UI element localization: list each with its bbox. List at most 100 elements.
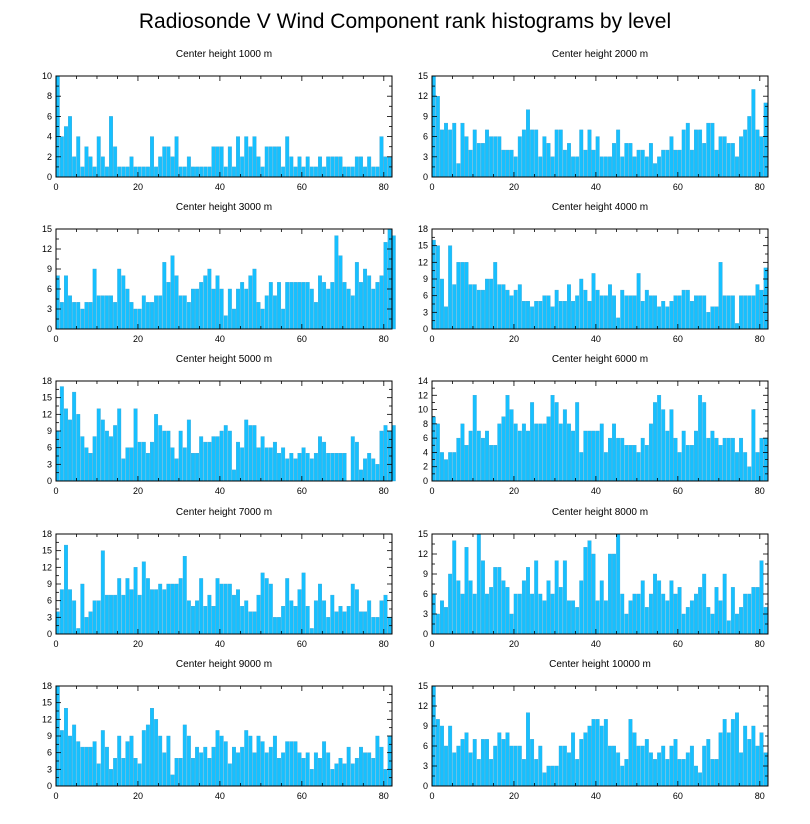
- histogram-bar: [166, 282, 171, 330]
- histogram-bar: [154, 295, 159, 330]
- histogram-bar: [363, 268, 368, 330]
- histogram-bar: [702, 745, 707, 787]
- histogram-bar: [575, 156, 580, 178]
- histogram-bar: [591, 430, 596, 482]
- histogram-bar: [367, 600, 372, 635]
- panel-title: Center height 4000 m: [552, 202, 648, 213]
- histogram-bar: [632, 156, 637, 178]
- histogram-bar: [636, 745, 641, 787]
- x-tick-label: 80: [379, 639, 389, 649]
- histogram-bar: [199, 436, 204, 482]
- histogram-bar: [431, 239, 436, 330]
- histogram-bar: [534, 129, 539, 178]
- histogram-bar: [293, 282, 298, 330]
- histogram-bar: [289, 600, 294, 635]
- histogram-bar: [460, 122, 465, 178]
- histogram-bar: [677, 149, 682, 178]
- histogram-bar: [379, 430, 384, 482]
- histogram-bar: [354, 758, 359, 787]
- histogram-bar: [117, 268, 122, 330]
- histogram-bar: [80, 166, 85, 178]
- histogram-bar: [452, 122, 457, 178]
- histogram-bar: [452, 540, 457, 635]
- histogram-bar: [100, 419, 105, 482]
- histogram-bar: [277, 758, 281, 787]
- histogram-bar: [558, 587, 563, 635]
- histogram-bar: [359, 611, 363, 635]
- histogram-bar: [88, 746, 93, 787]
- histogram-bar: [109, 295, 113, 330]
- histogram-bar: [616, 437, 621, 482]
- histogram-bar: [681, 430, 686, 482]
- histogram-panel: Center height 9000 m 0 20 40 60 80 0 3 6 9 12 15 18: [42, 659, 393, 801]
- histogram-bar: [240, 156, 245, 178]
- histogram-bar: [318, 583, 322, 635]
- histogram-bar: [460, 593, 465, 635]
- histogram-bar: [359, 282, 363, 330]
- histogram-bar: [661, 149, 666, 178]
- histogram-bar: [121, 758, 126, 787]
- histogram-bar: [174, 275, 179, 330]
- histogram-bar: [313, 302, 318, 330]
- histogram-bar: [240, 606, 245, 635]
- histogram-bar: [199, 752, 204, 787]
- histogram-bar: [113, 594, 118, 635]
- histogram-bar: [542, 423, 547, 482]
- histogram-bar: [464, 262, 469, 330]
- histogram-bar: [330, 453, 335, 482]
- histogram-bar: [80, 583, 85, 635]
- histogram-bar: [759, 136, 764, 178]
- histogram-bar: [150, 589, 154, 635]
- histogram-bar: [92, 600, 97, 635]
- histogram-bar: [608, 745, 612, 787]
- histogram-panel: Center height 4000 m 0 20 40 60 80 0 3 6 9 12 15 18: [418, 202, 769, 344]
- histogram-bar: [186, 600, 191, 635]
- histogram-bar: [137, 763, 142, 787]
- y-tick-label: 3: [423, 152, 428, 162]
- histogram-bar: [207, 166, 212, 178]
- histogram-bar: [371, 758, 376, 787]
- histogram-bar: [653, 759, 657, 787]
- histogram-bar: [199, 578, 204, 635]
- x-tick-label: 0: [53, 334, 58, 344]
- histogram-bar: [456, 163, 461, 178]
- y-tick-label: 0: [47, 629, 52, 639]
- histogram-bar: [681, 613, 686, 635]
- x-tick-label: 60: [297, 334, 307, 344]
- histogram-bar: [363, 611, 368, 635]
- histogram-bar: [612, 745, 616, 787]
- histogram-bar: [170, 774, 175, 787]
- x-tick-label: 80: [379, 486, 389, 496]
- x-tick-label: 20: [509, 791, 519, 801]
- x-tick-label: 0: [53, 182, 58, 192]
- histogram-bar: [150, 136, 154, 178]
- histogram-bar: [301, 572, 306, 635]
- histogram-bar: [375, 282, 380, 330]
- histogram-bar: [456, 745, 461, 787]
- histogram-bar: [763, 607, 768, 635]
- histogram-bar: [63, 708, 68, 787]
- histogram-bar: [219, 146, 224, 178]
- histogram-bar: [277, 617, 281, 635]
- histogram-bar: [264, 447, 269, 482]
- histogram-bar: [472, 284, 477, 330]
- histogram-bar: [538, 423, 543, 482]
- histogram-bar: [342, 611, 347, 635]
- histogram-bar: [583, 430, 588, 482]
- histogram-bar: [268, 746, 273, 787]
- histogram-bar: [595, 719, 600, 787]
- histogram-bar: [248, 275, 253, 330]
- histogram-bar: [538, 156, 543, 178]
- histogram-bar: [599, 156, 604, 178]
- histogram-bar: [513, 289, 518, 330]
- histogram-bar: [620, 765, 625, 787]
- histogram-bar: [223, 741, 228, 787]
- histogram-bar: [326, 288, 331, 330]
- histogram-bar: [755, 745, 760, 787]
- histogram-bar: [567, 143, 571, 178]
- histogram-bar: [191, 758, 195, 787]
- histogram-bar: [730, 719, 735, 787]
- histogram-bar: [689, 301, 694, 330]
- histogram-bar: [575, 607, 580, 635]
- x-tick-label: 80: [379, 791, 389, 801]
